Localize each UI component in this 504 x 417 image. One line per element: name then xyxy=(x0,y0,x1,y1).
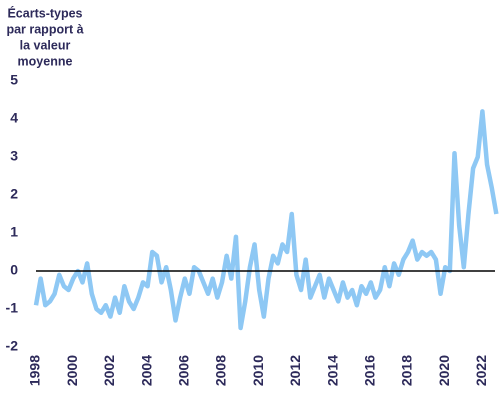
y-tick-label: 2 xyxy=(10,186,18,202)
x-tick-label: 2018 xyxy=(399,355,415,386)
x-tick-label: 2016 xyxy=(362,355,378,386)
y-tick-label: 4 xyxy=(10,110,18,126)
y-axis-label: la valeur xyxy=(20,38,71,52)
x-tick-label: 2006 xyxy=(176,355,192,386)
x-tick-label: 2022 xyxy=(473,355,489,386)
y-tick-label: 0 xyxy=(10,262,18,278)
x-tick-label: 2002 xyxy=(101,355,117,386)
y-axis-label: moyenne xyxy=(18,54,73,68)
y-tick-label: -1 xyxy=(6,300,19,316)
x-tick-label: 2004 xyxy=(138,355,154,386)
y-tick-label: 5 xyxy=(10,72,18,88)
y-tick-label: 3 xyxy=(10,148,18,164)
x-tick-label: 2020 xyxy=(436,355,452,386)
x-tick-label: 1998 xyxy=(27,355,43,386)
y-axis-label: par rapport à xyxy=(6,22,83,36)
x-tick-label: 2008 xyxy=(213,355,229,386)
y-tick-label: -2 xyxy=(6,338,19,354)
y-axis-label: Écarts-types xyxy=(7,5,82,20)
x-tick-label: 2014 xyxy=(324,355,340,386)
x-tick-label: 2012 xyxy=(287,355,303,386)
data-line xyxy=(33,109,499,331)
y-tick-label: 1 xyxy=(10,224,18,240)
x-tick-label: 2000 xyxy=(64,355,80,386)
x-tick-label: 2010 xyxy=(250,355,266,386)
